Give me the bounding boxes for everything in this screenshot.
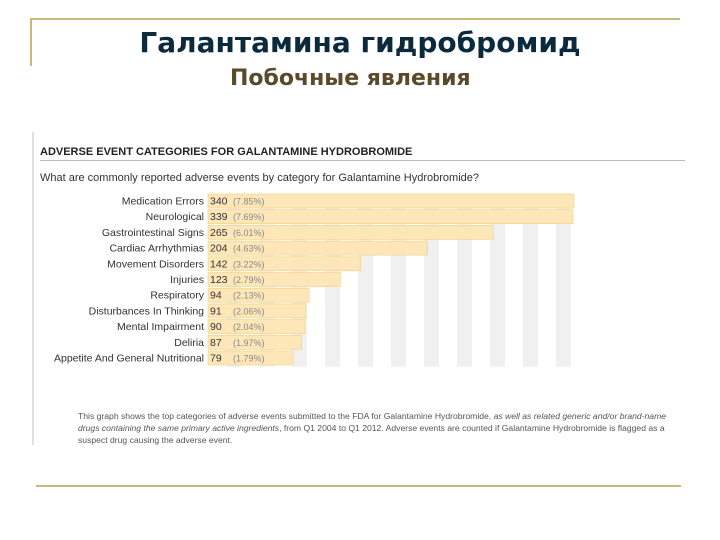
percent-label: (1.97%) [233, 338, 265, 348]
top-left-rule [30, 18, 32, 66]
percent-label: (2.13%) [233, 291, 265, 301]
bar [207, 319, 306, 334]
value-label: 339 [210, 211, 228, 223]
value-label: 142 [210, 258, 228, 270]
category-label: Disturbances In Thinking [89, 305, 205, 317]
screenshot-border [32, 132, 34, 445]
bar [207, 272, 341, 287]
bar [207, 225, 494, 240]
caption-part-2: as well as related generic and/or brand-… [78, 411, 667, 433]
grid-stripe [490, 194, 505, 367]
grid-stripe [556, 194, 571, 367]
value-label: 204 [210, 243, 228, 255]
bar [207, 287, 310, 303]
bar [207, 350, 294, 366]
report-title: ADVERSE EVENT CATEGORIES FOR GALANTAMINE… [40, 146, 413, 158]
value-label: 265 [210, 227, 228, 239]
percent-label: (6.01%) [233, 228, 265, 238]
category-label: Movement Disorders [107, 258, 204, 270]
category-label: Cardiac Arrhythmias [109, 243, 204, 255]
bar [207, 209, 574, 224]
percent-label: (4.63%) [233, 244, 265, 254]
bar [207, 334, 302, 350]
slide-title: Галантамина гидробромид [139, 26, 581, 59]
grid-stripe [523, 194, 538, 367]
percent-label: (7.85%) [233, 197, 265, 207]
category-label: Mental Impairment [117, 321, 204, 333]
percent-label: (2.06%) [233, 306, 265, 316]
category-label: Neurological [146, 211, 204, 223]
category-label: Medication Errors [122, 196, 204, 208]
category-label: Respiratory [150, 290, 204, 302]
category-label: Deliria [174, 337, 204, 349]
percent-label: (1.79%) [233, 354, 265, 364]
bar [207, 256, 362, 272]
bar [207, 303, 307, 319]
caption-part-1: This graph shows the top categories of a… [78, 411, 494, 421]
percent-label: (3.22%) [233, 259, 265, 269]
value-label: 87 [210, 337, 222, 349]
value-label: 91 [210, 305, 222, 317]
category-label: Gastrointestinal Signs [102, 227, 204, 239]
report-question: What are commonly reported adverse event… [40, 172, 479, 184]
value-label: 340 [210, 196, 228, 208]
top-rule [30, 18, 680, 20]
percent-label: (7.69%) [233, 212, 265, 222]
value-label: 90 [210, 321, 222, 333]
value-label: 123 [210, 274, 228, 286]
percent-label: (2.04%) [233, 322, 265, 332]
percent-label: (2.79%) [233, 275, 265, 285]
value-label: 94 [210, 290, 222, 302]
report-divider [40, 160, 685, 161]
category-label: Injuries [170, 274, 204, 286]
bar [207, 193, 575, 209]
bottom-rule [36, 485, 681, 487]
bar [207, 240, 428, 256]
caption-part-3: , from Q1 2004 to Q1 2012. Adverse event… [78, 423, 665, 445]
category-label: Appetite And General Nutritional [54, 353, 204, 365]
value-label: 79 [210, 353, 222, 365]
slide-subtitle: Побочные явления [230, 66, 471, 91]
report-caption: This graph shows the top categories of a… [78, 410, 678, 446]
